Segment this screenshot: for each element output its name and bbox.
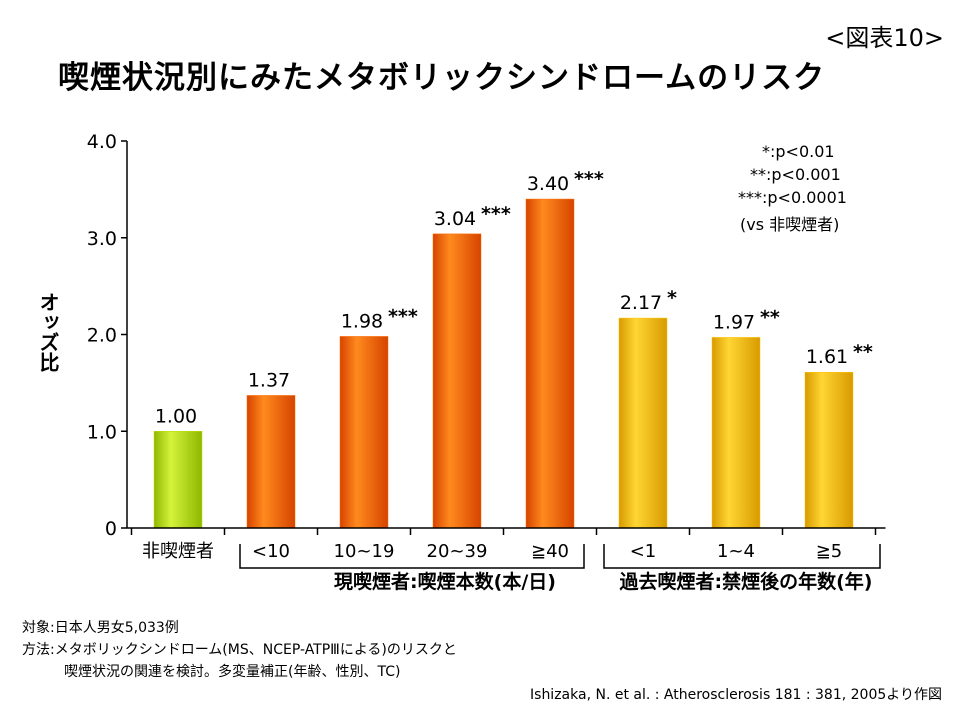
y-tick-label: 1.0 [87, 421, 117, 443]
citation: Ishizaka, N. et al. : Atherosclerosis 18… [530, 687, 942, 703]
former-smokers-label: 過去喫煙者:禁煙後の年数(年) [620, 570, 873, 593]
y-tick-label: 4.0 [87, 131, 117, 153]
study-notes: 対象:日本人男女5,033例 方法:メタボリックシンドローム(MS、NCEP-A… [22, 617, 457, 683]
bar-value-label: 3.40 [527, 173, 569, 195]
significance-marker: *** [481, 203, 511, 225]
legend-p001: *:p<0.01 [762, 142, 835, 161]
bar [525, 198, 575, 529]
x-tick-label: 20~39 [427, 541, 488, 562]
bar-value-label: 3.04 [434, 208, 476, 230]
x-axis: 非喫煙者 <10 10~19 20~39 ≧40 <1 1~4 ≧5 現喫煙者:喫煙本数(本/日… [127, 527, 886, 593]
bar [246, 395, 296, 529]
bar [804, 371, 854, 529]
x-tick-label: 1~4 [717, 541, 755, 562]
bar [432, 233, 482, 529]
x-tick-label: <10 [252, 541, 290, 562]
legend-reference: (vs 非喫煙者) [740, 215, 840, 234]
method-note-cont: 喫煙状況の関連を検討。多変量補正(年齢、性別、TC) [64, 664, 401, 680]
current-smokers-label: 現喫煙者:喫煙本数(本/日) [334, 570, 556, 593]
y-tick-label: 2.0 [87, 325, 117, 347]
y-tick-label: 0 [105, 518, 117, 540]
significance-marker: *** [388, 305, 418, 327]
bar-value-label: 1.37 [248, 369, 290, 391]
x-tick-label: 10~19 [334, 541, 395, 562]
x-tick-label: <1 [630, 541, 657, 562]
bar-value-label: 1.98 [341, 310, 383, 332]
bar [153, 431, 203, 529]
significance-marker: * [667, 287, 677, 309]
y-tick-label: 3.0 [87, 228, 117, 250]
figure-number: <図表10> [825, 24, 944, 52]
bar [339, 336, 389, 529]
bar-value-label: 2.17 [620, 292, 662, 314]
significance-marker: ** [760, 306, 780, 328]
x-tick-label: ≧40 [531, 541, 569, 562]
legend-p00001: ***:p<0.0001 [738, 188, 847, 207]
y-axis: 0 1.0 2.0 3.0 4.0 オッズ比 [36, 131, 128, 540]
legend-p0001: **:p<0.001 [750, 165, 841, 184]
bar-value-label: 1.97 [713, 311, 755, 333]
subjects-note: 対象:日本人男女5,033例 [22, 620, 179, 636]
x-tick-label: ≧5 [816, 541, 843, 562]
x-tick-label: 非喫煙者 [142, 541, 214, 562]
bar-value-label: 1.00 [155, 405, 197, 427]
y-axis-label: オッズ比 [36, 292, 60, 373]
significance-marker: ** [853, 341, 873, 363]
bars: 1.001.371.98 ***3.04 ***3.40 ***2.17 *1.97 **… [153, 168, 873, 529]
method-note: 方法:メタボリックシンドローム(MS、NCEP-ATPⅢによる)のリスクと [22, 642, 457, 658]
bar [618, 317, 668, 529]
current-smokers-bracket [239, 544, 585, 569]
bar [711, 337, 761, 529]
chart-title: 喫煙状況別にみたメタボリックシンドロームのリスク [58, 60, 826, 96]
former-smokers-bracket [603, 544, 881, 569]
bar-value-label: 1.61 [806, 346, 848, 368]
significance-marker: *** [574, 168, 604, 190]
